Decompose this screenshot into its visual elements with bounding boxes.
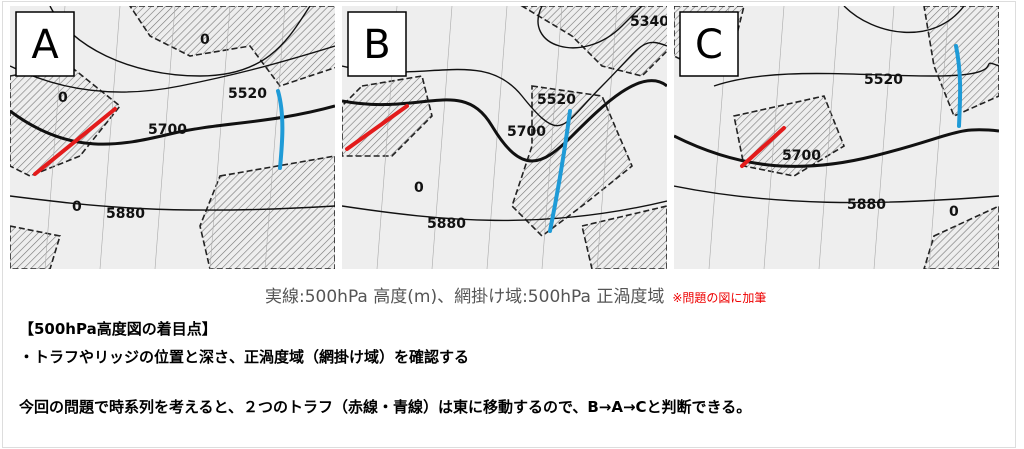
vorticity-area (199, 155, 335, 269)
trough-red (740, 126, 786, 168)
panel-label-box (347, 11, 407, 77)
contour-label: 0 (200, 32, 210, 48)
contour (674, 128, 999, 168)
contour (713, 62, 999, 87)
vorticity-area (581, 205, 667, 269)
panel-label: A (31, 22, 59, 68)
contour-label: 5880 (847, 197, 886, 213)
contour-label: 0 (414, 180, 424, 196)
contour-label: 5520 (864, 72, 903, 88)
vorticity-area (733, 95, 845, 177)
contour-label: 5700 (782, 148, 821, 164)
contour (10, 104, 335, 146)
contour (10, 45, 335, 93)
grid (264, 6, 286, 269)
contour (342, 79, 667, 163)
contour (49, 6, 311, 77)
grid (541, 6, 563, 269)
contour-label: 5880 (106, 206, 145, 222)
contour-label: 0 (58, 90, 68, 106)
trough-blue (954, 44, 963, 128)
contour-label: 5880 (427, 216, 466, 232)
vorticity-area (10, 65, 122, 177)
trough-red (345, 104, 409, 151)
contour-label: 5700 (148, 122, 187, 138)
contour (342, 200, 667, 222)
grid (209, 6, 231, 269)
grid (154, 6, 176, 269)
grid (431, 6, 453, 269)
grid (486, 6, 508, 269)
contour (537, 6, 643, 49)
contour-label: 0 (72, 199, 82, 215)
vorticity-area (923, 205, 999, 269)
bullet: ・トラフやリッジの位置と深さ、正渦度域（網掛け域）を確認する (19, 348, 470, 366)
trough-blue (276, 89, 285, 170)
grid (596, 6, 618, 269)
trough-red (33, 107, 117, 176)
caption-note: ※問題の図に加筆 (672, 291, 767, 305)
panel-label-box (679, 11, 739, 77)
weather-map: 5340 5520 5700 5880 0 B (342, 6, 667, 269)
caption: 実線:500hPa 高度(m)、網掛け域:500hPa 正渦度域 ※問題の図に加筆 (265, 282, 766, 307)
panel-label: B (363, 22, 390, 68)
vorticity-area (511, 85, 633, 238)
contour-label: 5340 (630, 14, 667, 30)
contour (342, 41, 667, 127)
paragraph: 今回の問題で時系列を考えると、２つのトラフ（赤線・青線）は東に移動するので、B→… (19, 398, 752, 416)
panel-label-box (15, 11, 75, 77)
heading: 【500hPa高度図の着目点】 (19, 320, 217, 338)
contour-label: 5520 (537, 92, 576, 108)
contour (843, 6, 965, 34)
grid (873, 6, 895, 269)
grid (99, 6, 121, 269)
vorticity-area (923, 6, 999, 118)
grid (818, 6, 840, 269)
caption-text: 実線:500hPa 高度(m)、網掛け域:500hPa 正渦度域 (265, 287, 665, 307)
weather-map: 5520 5700 5880 0 C (674, 6, 999, 269)
panel-label: C (695, 22, 723, 68)
contour (10, 195, 335, 211)
contour-label: 0 (949, 204, 959, 220)
weather-map: 5520 5700 5880 0 0 0 A (10, 6, 335, 269)
contour (674, 185, 999, 204)
trough-blue (548, 109, 572, 233)
contour-label: 5520 (228, 86, 267, 102)
contour-label: 5700 (507, 124, 546, 140)
vorticity-area (520, 6, 667, 77)
